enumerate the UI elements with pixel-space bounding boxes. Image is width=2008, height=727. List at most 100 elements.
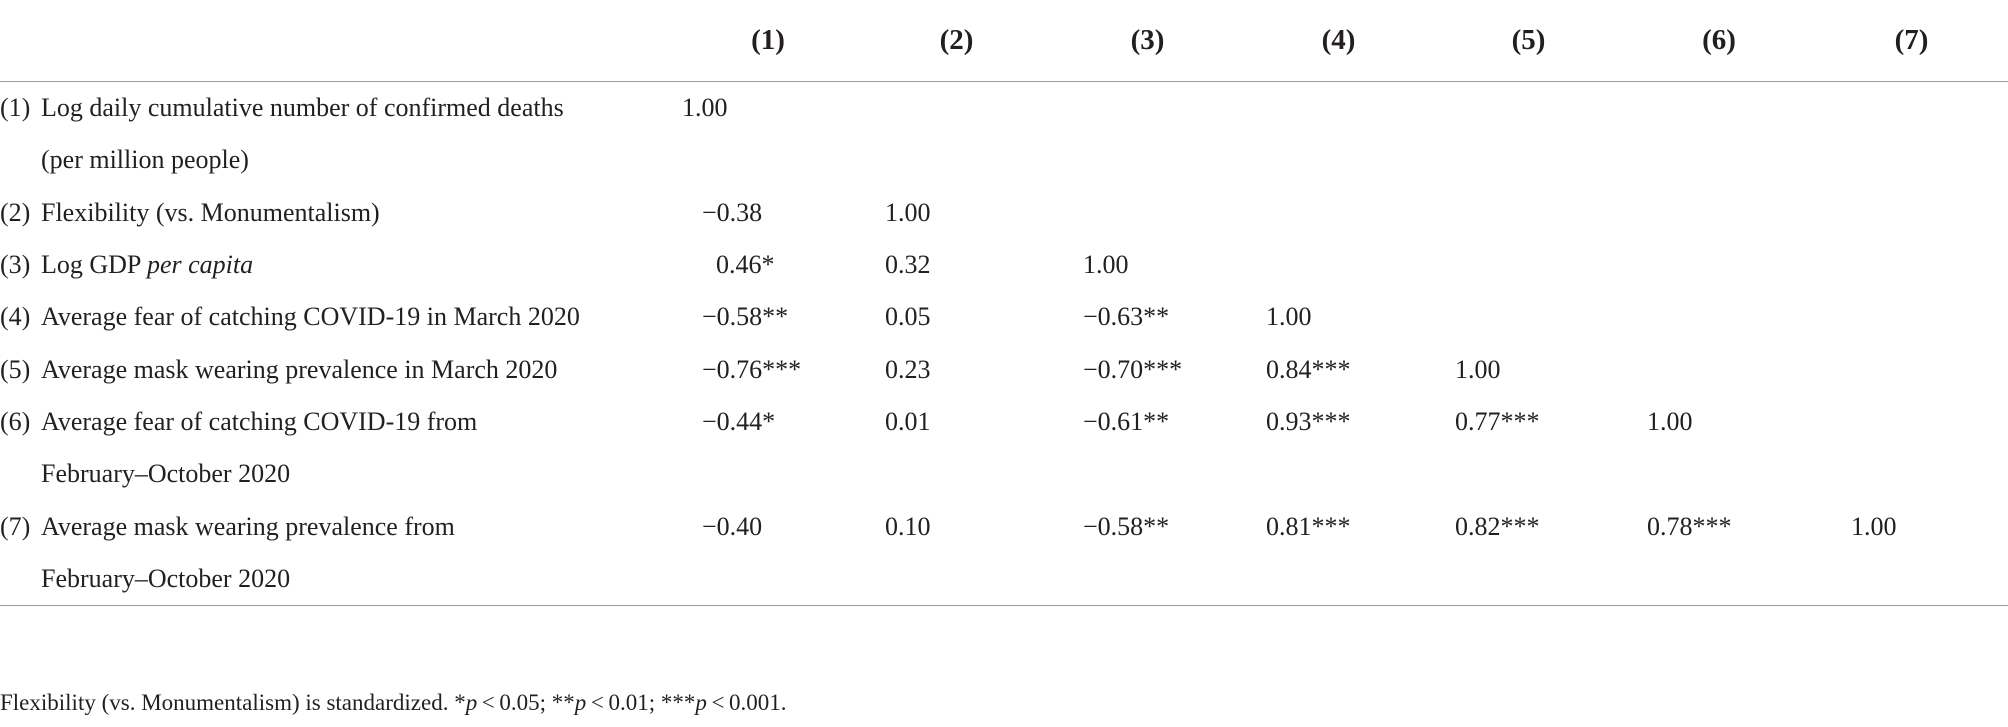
table-cell: 0.46* [716, 250, 775, 280]
row-label-continuation: (per million people) [0, 134, 675, 186]
column-header-5: (5) [1434, 0, 1623, 82]
row-number: (7) [0, 511, 31, 541]
table-row: (6) Average fear of catching COVID-19 fro… [0, 396, 2008, 448]
table-cell: 0.05 [885, 302, 931, 332]
table-cell [1052, 82, 1243, 135]
row-label-text: Flexibility (vs. Monumentalism) [41, 197, 380, 227]
footnote-threshold: < 0.01; *** [586, 690, 696, 715]
table-cell: 0.77*** [1455, 406, 1540, 436]
row-label-text: Log daily cumulative number of confirmed… [41, 93, 564, 123]
column-header-7: (7) [1815, 0, 2008, 82]
table-cell [1815, 187, 2008, 239]
row-label-text: Average mask wearing prevalence from [41, 511, 455, 541]
correlation-table-container: (1) (2) (3) (4) (5) (6) (7) (1) Log daily… [0, 0, 2008, 606]
table-cell [1815, 239, 2008, 291]
footnote-threshold: < 0.05; ** [477, 690, 575, 715]
table-row: (3) Log GDP per capita 0.46* 0.32 1.00 [0, 239, 2008, 291]
table-cell: 1.00 [1266, 302, 1312, 332]
table-row: (2) Flexibility (vs. Monumentalism) −0.38… [0, 187, 2008, 239]
table-row: (1) Log daily cumulative number of confir… [0, 82, 2008, 135]
table-cell [861, 82, 1052, 135]
header-label-cell [0, 0, 675, 82]
footnote-p: p [574, 690, 587, 715]
table-cell [1434, 239, 1623, 291]
row-label-text: Average fear of catching COVID-19 in Mar… [41, 302, 580, 332]
table-cell [1815, 396, 2008, 448]
table-row: (7) Average mask wearing prevalence from … [0, 500, 2008, 552]
row-label: (5) Average mask wearing prevalence in Ma… [0, 343, 675, 395]
row-label-continuation: February–October 2020 [0, 448, 675, 500]
table-cell: −0.38 [702, 197, 763, 227]
table-cell: −0.40 [702, 511, 763, 541]
row-label: (7) Average mask wearing prevalence from [0, 500, 675, 552]
footnote-p: p [695, 690, 707, 715]
table-row-continuation: February–October 2020 [0, 552, 2008, 606]
table-cell: 1.00 [682, 93, 728, 123]
row-label-text: February–October 2020 [41, 459, 291, 489]
column-header-6: (6) [1623, 0, 1815, 82]
table-cell [1623, 187, 1815, 239]
row-label: (4) Average fear of catching COVID-19 in … [0, 291, 675, 343]
row-label-text: Log GDP [41, 250, 147, 280]
table-cell: 1.00 [1647, 406, 1693, 436]
table-cell: 0.84*** [1266, 354, 1351, 384]
row-number: (1) [0, 93, 31, 123]
table-cell: −0.58** [702, 302, 789, 332]
column-header-2: (2) [861, 0, 1052, 82]
table-cell [1623, 343, 1815, 395]
row-label-text: Average mask wearing prevalence in March… [41, 354, 558, 384]
header-row: (1) (2) (3) (4) (5) (6) (7) [0, 0, 2008, 82]
footnote-p: p [465, 690, 478, 715]
table-cell [1434, 82, 1623, 135]
table-cell [1434, 187, 1623, 239]
table-cell [1052, 187, 1243, 239]
table-cell: 0.23 [885, 354, 931, 384]
footnote-lead: Flexibility (vs. Monumentalism) is stand… [0, 690, 466, 715]
table-cell: 0.82*** [1455, 511, 1540, 541]
row-label: (3) Log GDP per capita [0, 239, 675, 291]
row-label-italic: per capita [146, 250, 254, 280]
row-number: (2) [0, 197, 31, 227]
table-cell [1623, 291, 1815, 343]
table-cell: −0.58** [1083, 511, 1170, 541]
table-cell: −0.44* [702, 406, 776, 436]
table-cell: 0.81*** [1266, 511, 1351, 541]
row-label: (1) Log daily cumulative number of confir… [0, 82, 675, 135]
table-cell: −0.63** [1083, 302, 1170, 332]
row-label: (2) Flexibility (vs. Monumentalism) [0, 187, 675, 239]
row-number: (3) [0, 250, 31, 280]
table-cell: 1.00 [885, 197, 931, 227]
table-cell: 1.00 [1083, 250, 1129, 280]
table-row: (5) Average mask wearing prevalence in Ma… [0, 343, 2008, 395]
table-row-continuation: (per million people) [0, 134, 2008, 186]
row-label-text: (per million people) [41, 145, 249, 175]
table-cell: −0.61** [1083, 406, 1170, 436]
row-label-text: Average fear of catching COVID-19 from [41, 406, 478, 436]
table-cell: 0.93*** [1266, 406, 1351, 436]
row-label-continuation: February–October 2020 [0, 552, 675, 606]
table-footnote: Flexibility (vs. Monumentalism) is stand… [0, 686, 787, 720]
column-header-1: (1) [675, 0, 861, 82]
table-cell: 0.10 [885, 511, 931, 541]
table-cell: 0.01 [885, 406, 931, 436]
table-cell [1243, 82, 1434, 135]
table-cell: 1.00 [1851, 511, 1897, 541]
table-cell: 0.78*** [1647, 511, 1732, 541]
table-cell [1623, 82, 1815, 135]
table-cell [1815, 291, 2008, 343]
table-cell: 0.32 [885, 250, 931, 280]
table-cell [1243, 187, 1434, 239]
table-cell [1434, 291, 1623, 343]
table-row-continuation: February–October 2020 [0, 448, 2008, 500]
row-number: (4) [0, 302, 31, 332]
table-cell: −0.70*** [1083, 354, 1183, 384]
row-label: (6) Average fear of catching COVID-19 fro… [0, 396, 675, 448]
table-cell: −0.76*** [702, 354, 802, 384]
row-label-text: February–October 2020 [41, 563, 291, 593]
footnote-threshold: < 0.001. [706, 690, 787, 715]
table-cell [1623, 239, 1815, 291]
row-number: (5) [0, 354, 31, 384]
table-cell: 1.00 [1455, 354, 1501, 384]
table-row: (4) Average fear of catching COVID-19 in … [0, 291, 2008, 343]
correlation-table: (1) (2) (3) (4) (5) (6) (7) (1) Log daily… [0, 0, 2008, 606]
